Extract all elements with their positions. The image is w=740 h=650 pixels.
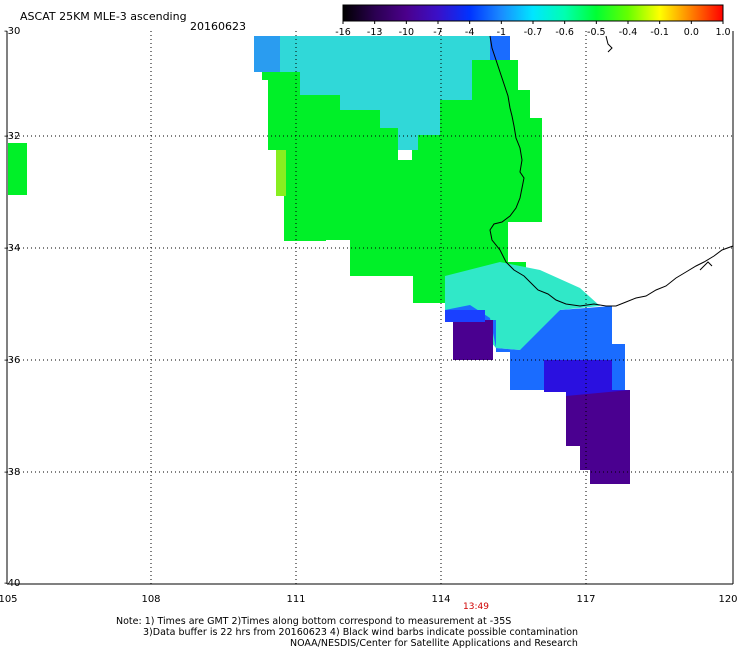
colorbar-tick-label: -16 — [335, 27, 351, 38]
colorbar-tick-label: -10 — [398, 27, 415, 38]
footer-note-1: Note: 1) Times are GMT 2)Times along bot… — [116, 616, 512, 627]
swath-patch-west — [8, 143, 27, 195]
lon-label: 108 — [141, 594, 161, 605]
swath-white-hole — [398, 150, 412, 160]
product-title: ASCAT 25KM MLE-3 ascending — [20, 10, 187, 23]
lat-label: -32 — [4, 131, 21, 142]
swath-purple-west — [453, 320, 493, 360]
swath-data — [8, 36, 630, 484]
lat-label: -36 — [4, 355, 21, 366]
axes — [6, 31, 734, 585]
colorbar-tick-label: 1.0 — [715, 27, 731, 38]
lon-label: 114 — [431, 594, 451, 605]
product-date: 20160623 — [190, 20, 246, 33]
colorbar-tick-label: -0.7 — [523, 27, 543, 38]
lon-label: 111 — [286, 594, 306, 605]
swath-purple — [566, 390, 630, 484]
swath-yellowgreen — [276, 150, 286, 196]
lat-label: -34 — [4, 243, 21, 254]
coastline — [489, 35, 734, 307]
coastline-detail — [605, 35, 713, 271]
lat-label: -38 — [4, 467, 21, 478]
colorbar-tick-label: -0.4 — [618, 27, 638, 38]
colorbar-tick-label: -13 — [366, 27, 383, 38]
colorbar-tick-label: -7 — [433, 27, 443, 38]
swath-blue-topleft — [254, 36, 280, 72]
lon-label: 105 — [0, 594, 18, 605]
footer-credit: NOAA/NESDIS/Center for Satellite Applica… — [290, 638, 578, 649]
swath-cyan-top — [254, 36, 500, 150]
colorbar — [342, 4, 724, 24]
footer-note-2: 3)Data buffer is 22 hrs from 20160623 4)… — [143, 627, 579, 638]
lat-label: -30 — [4, 26, 21, 37]
swath-blue-topright — [490, 36, 510, 60]
lon-label: 120 — [718, 594, 738, 605]
swath-blue-notch — [445, 310, 485, 322]
colorbar-tick-label: -4 — [464, 27, 475, 38]
colorbar-tick-label: -0.5 — [587, 27, 606, 38]
grid — [7, 31, 733, 584]
time-marker: 13:49 — [463, 602, 489, 612]
colorbar-tick-label: -0.6 — [555, 27, 574, 38]
lon-label: 117 — [576, 594, 596, 605]
colorbar-gradient — [342, 4, 724, 22]
lat-label: -40 — [4, 578, 21, 589]
swath-green-body — [262, 40, 542, 303]
colorbar-tick-label: -1 — [496, 27, 507, 38]
colorbar-tick-label: -0.1 — [650, 27, 669, 38]
colorbar-tick-label: 0.0 — [683, 27, 699, 38]
